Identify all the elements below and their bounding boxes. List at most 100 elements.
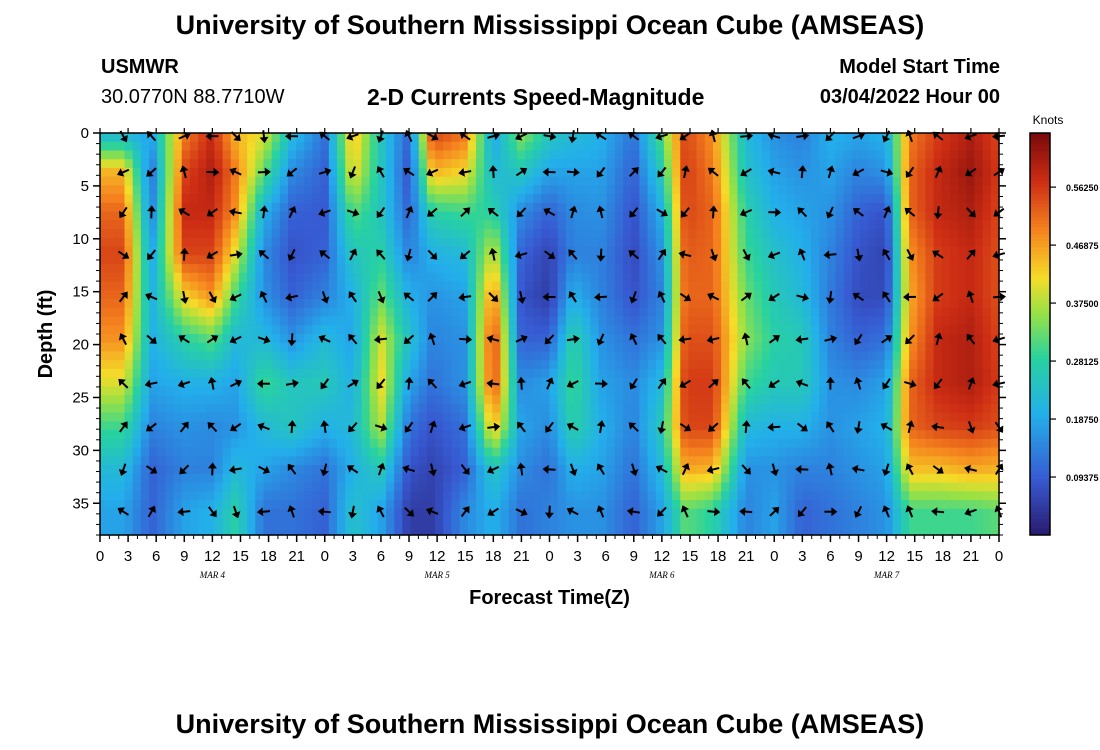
heat-cell bbox=[467, 264, 477, 274]
heat-cell bbox=[557, 456, 567, 466]
heat-cell bbox=[451, 307, 461, 318]
heat-cell bbox=[402, 194, 412, 204]
heat-cell bbox=[745, 526, 755, 536]
heat-cell bbox=[173, 316, 183, 326]
heat-cell bbox=[704, 482, 714, 492]
heat-cell bbox=[500, 395, 510, 405]
heat-cell bbox=[860, 334, 869, 344]
heat-cell bbox=[304, 430, 314, 440]
heat-cell bbox=[467, 159, 477, 169]
heat-cell bbox=[459, 264, 469, 274]
heat-cell bbox=[459, 491, 469, 501]
heat-cell bbox=[811, 351, 820, 361]
heat-cell bbox=[868, 281, 878, 291]
heat-cell bbox=[475, 237, 485, 248]
heat-cell bbox=[704, 229, 714, 239]
heat-cell bbox=[590, 334, 600, 344]
heat-cell bbox=[729, 508, 739, 519]
heat-cell bbox=[279, 334, 289, 344]
heat-cell bbox=[386, 290, 395, 300]
heat-cell bbox=[900, 194, 910, 204]
heat-cell bbox=[794, 412, 804, 422]
heat-cell bbox=[876, 342, 886, 353]
heat-cell bbox=[541, 351, 551, 361]
heat-cell bbox=[819, 473, 828, 484]
heat-cell bbox=[843, 508, 853, 519]
heat-cell bbox=[900, 246, 910, 256]
heat-cell bbox=[949, 167, 959, 178]
heat-cell bbox=[761, 150, 771, 160]
heat-cell bbox=[761, 465, 771, 475]
heat-cell bbox=[966, 360, 976, 370]
heat-cell bbox=[206, 299, 216, 309]
heat-cell bbox=[802, 211, 812, 221]
heat-cell bbox=[933, 386, 943, 396]
heat-cell bbox=[533, 351, 542, 361]
heat-cell bbox=[778, 167, 788, 178]
heat-cell bbox=[287, 281, 297, 291]
heat-cell bbox=[909, 194, 918, 204]
heat-cell bbox=[811, 377, 820, 388]
heat-cell bbox=[312, 508, 322, 519]
heat-cell bbox=[312, 412, 322, 422]
heat-cell bbox=[574, 473, 583, 484]
heat-cell bbox=[696, 526, 706, 536]
heat-cell bbox=[590, 185, 600, 195]
heat-cell bbox=[500, 508, 510, 519]
heat-cell bbox=[132, 342, 142, 353]
heat-cell bbox=[598, 202, 608, 213]
heat-cell bbox=[100, 386, 109, 396]
heat-cell bbox=[917, 299, 927, 309]
heat-cell bbox=[966, 351, 976, 361]
heat-cell bbox=[639, 316, 649, 326]
heat-cell bbox=[459, 412, 469, 422]
heat-cell bbox=[753, 211, 763, 221]
heat-cell bbox=[639, 220, 649, 230]
heat-cell bbox=[345, 316, 354, 326]
heat-cell bbox=[475, 342, 485, 353]
heat-cell bbox=[484, 237, 493, 248]
heat-cell bbox=[835, 500, 845, 510]
heat-cell bbox=[238, 430, 248, 440]
heat-cell bbox=[574, 386, 583, 396]
heat-cell bbox=[377, 316, 387, 326]
heat-cell bbox=[516, 316, 526, 326]
heat-cell bbox=[663, 438, 673, 449]
heat-cell bbox=[712, 141, 722, 152]
heat-cell bbox=[312, 473, 322, 484]
heat-cell bbox=[198, 368, 207, 379]
heat-cell bbox=[337, 491, 346, 501]
heat-cell bbox=[958, 272, 967, 283]
heat-cell bbox=[263, 430, 273, 440]
heat-cell bbox=[157, 246, 166, 256]
heat-cell bbox=[508, 246, 518, 256]
heat-cell bbox=[230, 482, 240, 492]
heat-cell bbox=[516, 351, 526, 361]
heat-cell bbox=[377, 526, 387, 536]
heat-cell bbox=[475, 167, 485, 178]
heat-cell bbox=[435, 141, 444, 152]
heat-cell bbox=[598, 272, 608, 283]
heat-cell bbox=[688, 447, 698, 457]
heat-cell bbox=[712, 351, 722, 361]
heat-cell bbox=[369, 473, 379, 484]
heat-cell bbox=[900, 517, 910, 527]
heat-cell bbox=[802, 229, 812, 239]
heat-cell bbox=[492, 334, 502, 344]
heat-cell bbox=[966, 447, 976, 457]
heat-cell bbox=[876, 133, 886, 143]
heat-cell bbox=[181, 307, 191, 318]
heat-cell bbox=[688, 526, 698, 536]
heat-cell bbox=[721, 185, 730, 195]
heat-cell bbox=[100, 133, 109, 143]
heat-cell bbox=[933, 360, 943, 370]
heat-cell bbox=[500, 500, 510, 510]
heat-cell bbox=[230, 403, 240, 414]
heat-cell bbox=[745, 456, 755, 466]
heat-cell bbox=[214, 447, 224, 457]
heat-cell bbox=[173, 307, 183, 318]
heat-cell bbox=[189, 351, 199, 361]
heat-cell bbox=[402, 150, 412, 160]
heat-cell bbox=[909, 272, 918, 283]
heat-cell bbox=[198, 159, 207, 169]
